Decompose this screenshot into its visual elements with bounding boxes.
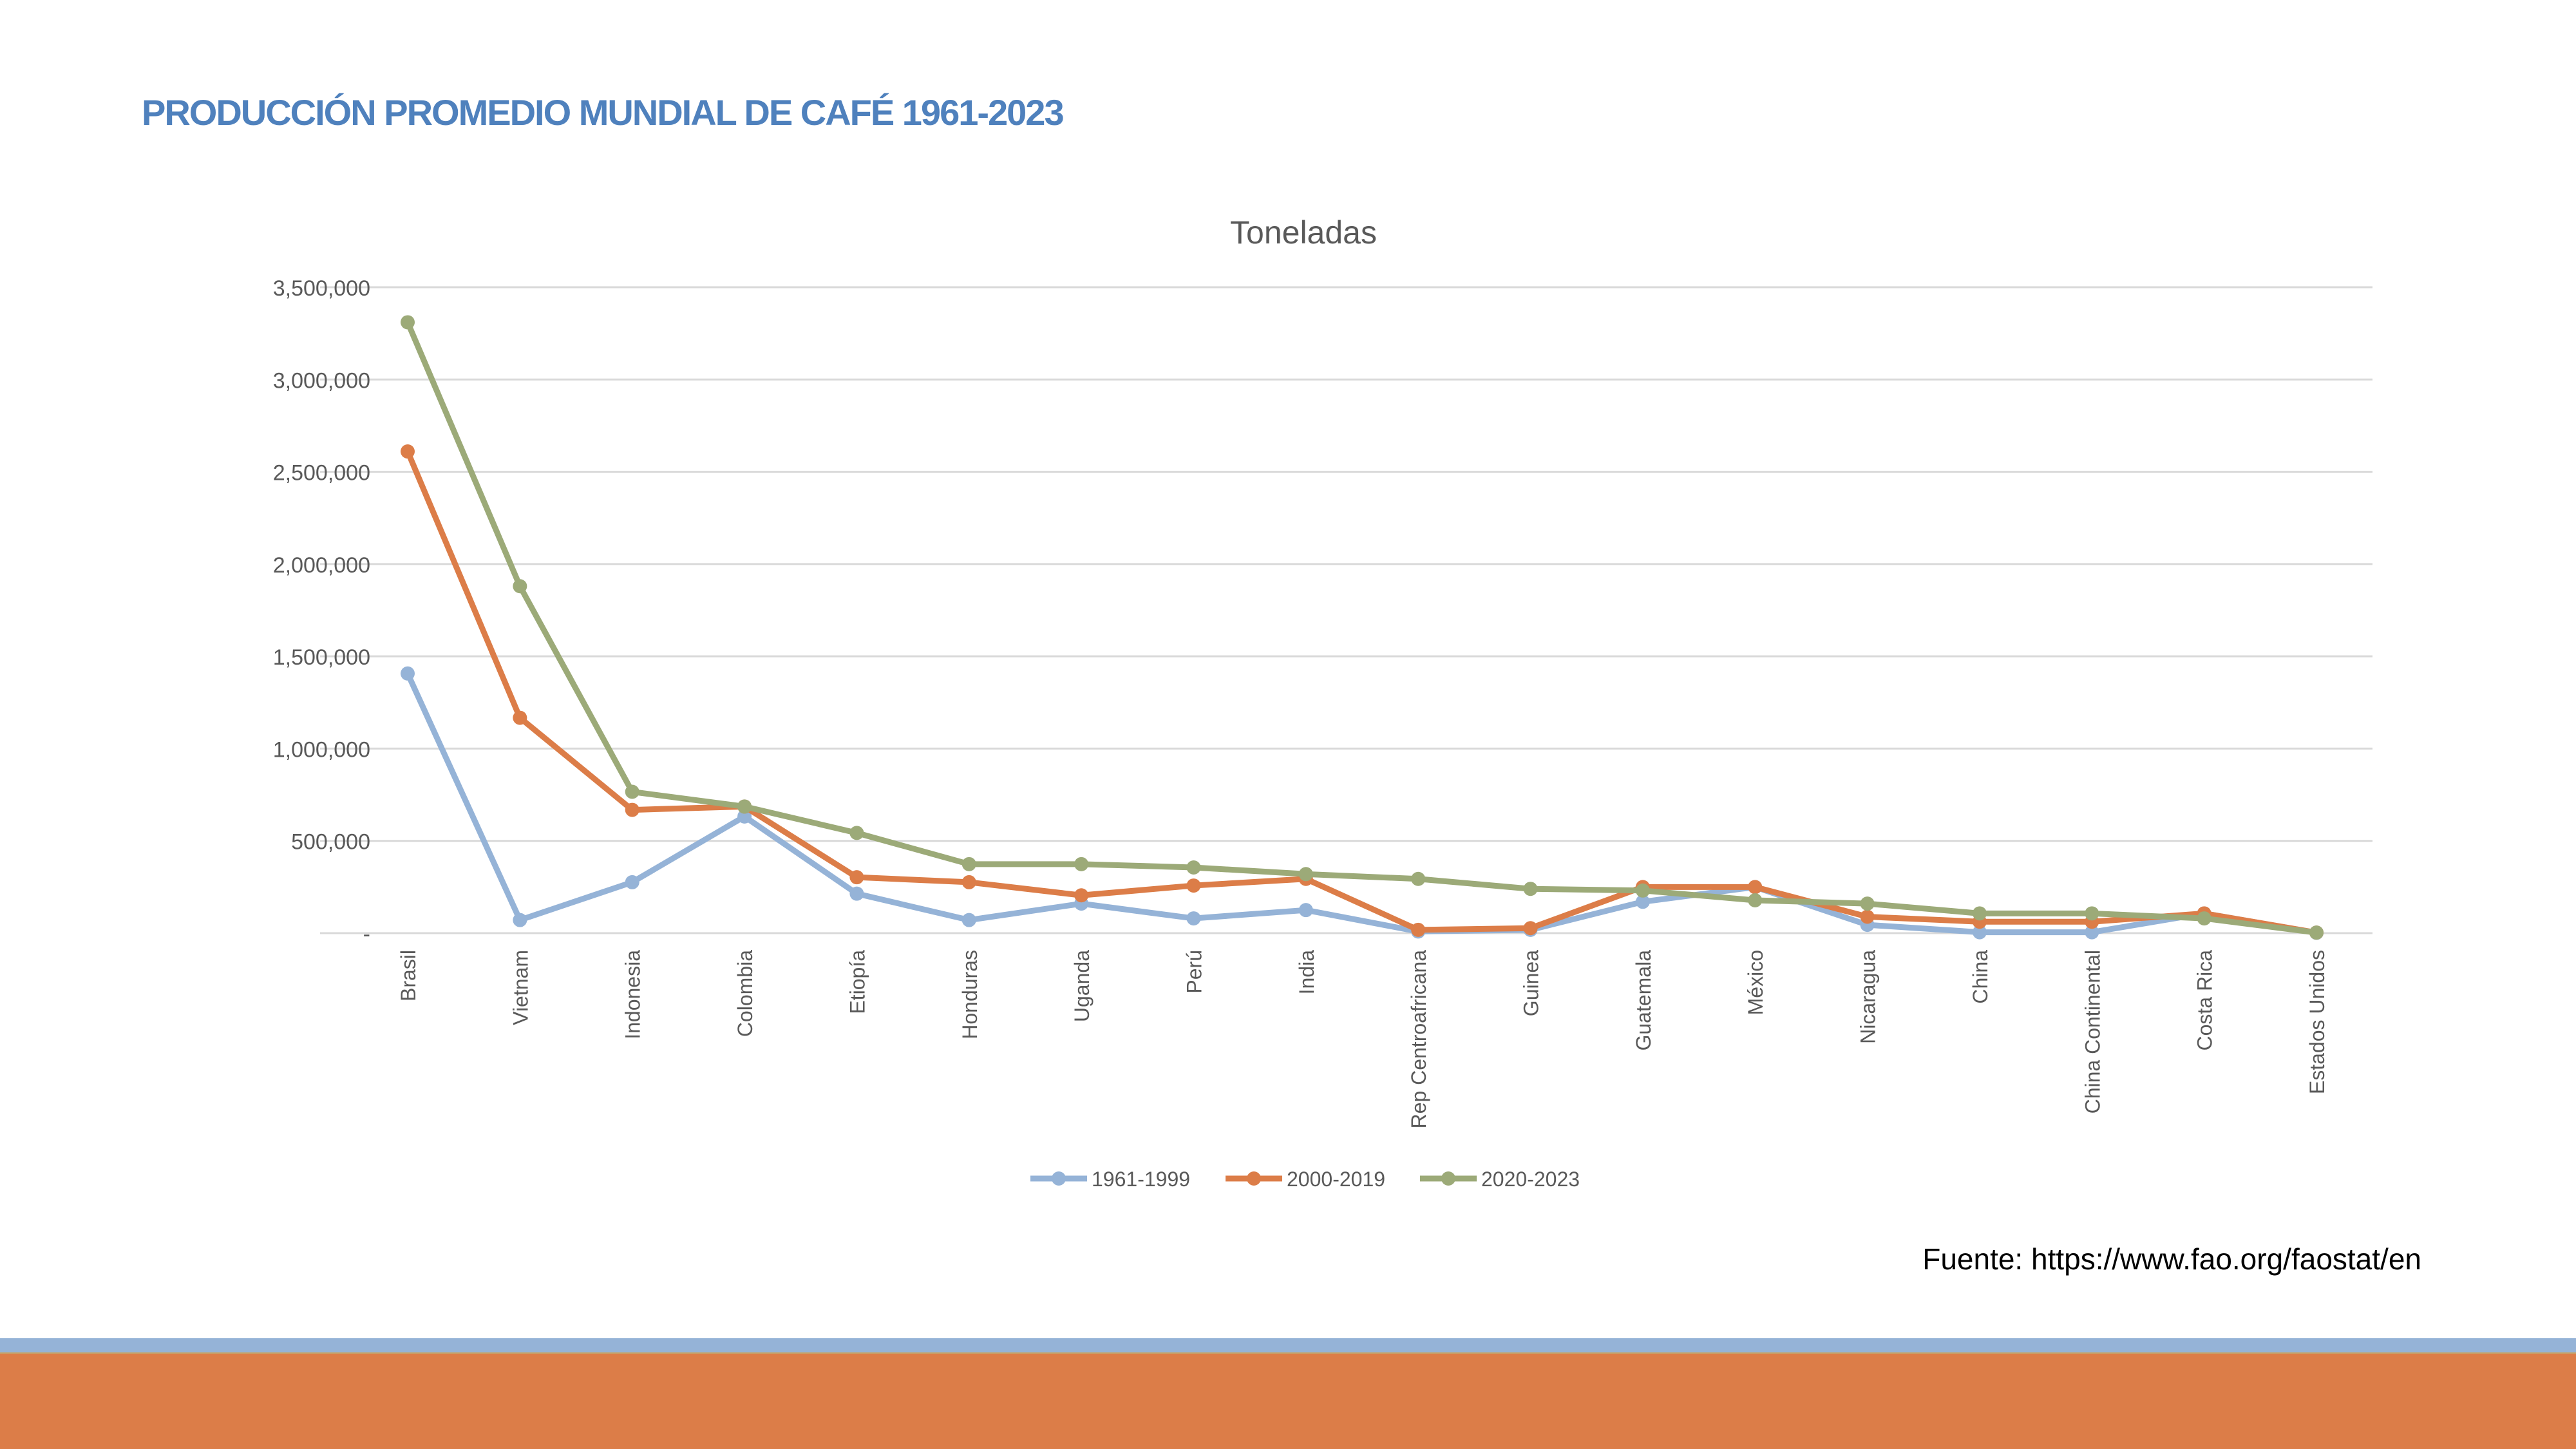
- data-point: [401, 666, 415, 681]
- data-point: [1298, 867, 1313, 882]
- y-tick-label: 500,000: [291, 830, 370, 855]
- data-point: [1411, 922, 1426, 937]
- x-tick-label: India: [1295, 950, 1318, 995]
- x-tick-label: Indonesia: [621, 950, 645, 1039]
- legend-label: 2000-2019: [1287, 1168, 1385, 1191]
- data-point: [1411, 871, 1426, 886]
- source-note: Fuente: https://www.fao.org/faostat/en: [1922, 1242, 2421, 1276]
- data-point: [1074, 888, 1089, 903]
- data-point: [1298, 903, 1313, 918]
- data-point: [1523, 882, 1538, 896]
- y-tick-label: 3,000,000: [273, 368, 370, 393]
- x-tick-label: China: [1969, 950, 1992, 1004]
- data-point: [1074, 857, 1089, 871]
- x-tick-label: Etiopía: [846, 950, 869, 1014]
- data-point: [625, 802, 639, 817]
- data-point: [401, 315, 415, 330]
- x-tick-label: México: [1744, 950, 1767, 1015]
- y-tick-label: 2,000,000: [273, 553, 370, 578]
- data-point: [2085, 925, 2099, 940]
- x-tick-label: Guinea: [1520, 950, 1543, 1016]
- y-tick-label: -: [363, 922, 370, 947]
- data-point: [513, 710, 527, 725]
- data-point: [1748, 880, 1763, 895]
- x-tick-label: Colombia: [734, 950, 757, 1037]
- x-tick-label: Perú: [1182, 950, 1206, 994]
- x-tick-label: Nicaragua: [1857, 950, 1880, 1044]
- page-title: PRODUCCIÓN PROMEDIO MUNDIAL DE CAFÉ 1961…: [142, 92, 1065, 133]
- legend-swatch-marker: [1247, 1171, 1261, 1186]
- x-tick-label: Vietnam: [509, 950, 532, 1025]
- data-point: [513, 579, 527, 594]
- legend-label: 2020-2023: [1481, 1168, 1580, 1191]
- y-tick-label: 2,500,000: [273, 461, 370, 486]
- data-point: [737, 809, 752, 824]
- data-point: [737, 799, 752, 814]
- data-point: [1748, 893, 1763, 907]
- x-tick-label: Guatemala: [1632, 950, 1655, 1051]
- x-tick-label: Brasil: [397, 950, 420, 1001]
- legend-swatch-marker: [1052, 1171, 1066, 1186]
- y-tick-label: 1,000,000: [273, 737, 370, 762]
- x-tick-label: China Continental: [2081, 950, 2104, 1113]
- chart-title: Toneladas: [1230, 214, 1377, 251]
- data-point: [961, 875, 976, 889]
- data-point: [2085, 906, 2099, 921]
- data-point: [2309, 925, 2324, 940]
- data-point: [625, 875, 639, 889]
- data-point: [1860, 896, 1875, 911]
- data-point: [1635, 895, 1650, 909]
- footer-band-orange: [0, 1352, 2576, 1449]
- data-point: [849, 870, 864, 885]
- series-line-2000-2019: [404, 450, 2317, 936]
- data-point: [961, 857, 976, 871]
- data-point: [513, 913, 527, 927]
- data-point: [401, 444, 415, 459]
- data-point: [849, 826, 864, 840]
- data-point: [2197, 911, 2211, 926]
- data-point: [625, 784, 639, 799]
- data-point: [1523, 921, 1538, 936]
- data-point: [1972, 906, 1987, 921]
- footer-band-blue: [0, 1338, 2576, 1352]
- y-tick-label: 3,500,000: [273, 276, 370, 301]
- y-tick-label: 1,500,000: [273, 645, 370, 670]
- data-point: [1860, 909, 1875, 924]
- x-tick-label: Uganda: [1070, 950, 1094, 1022]
- series-line-1961-1999: [404, 672, 2317, 936]
- data-point: [1972, 925, 1987, 940]
- data-point: [1186, 911, 1201, 926]
- data-point: [1635, 883, 1650, 898]
- legend-label: 1961-1999: [1092, 1168, 1190, 1191]
- x-tick-label: Estados Unidos: [2306, 950, 2329, 1094]
- data-point: [849, 886, 864, 901]
- data-point: [1186, 860, 1201, 875]
- x-tick-label: Costa Rica: [2193, 950, 2217, 1051]
- data-point: [1186, 878, 1201, 893]
- x-tick-label: Rep Centroafricana: [1407, 950, 1430, 1129]
- data-point: [961, 913, 976, 927]
- x-tick-label: Honduras: [958, 950, 981, 1039]
- legend-swatch-marker: [1441, 1171, 1455, 1186]
- series-line-2020-2023: [404, 321, 2317, 936]
